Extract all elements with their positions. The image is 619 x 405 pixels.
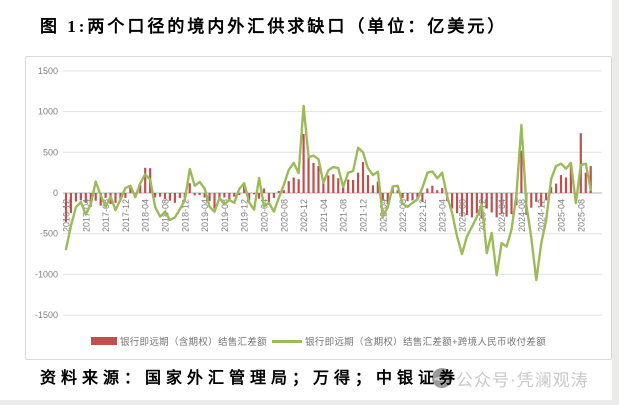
svg-text:2025-08: 2025-08 — [576, 199, 586, 232]
chart-title: 图 1:两个口径的境内外汇供求缺口（单位：亿美元） — [40, 17, 508, 36]
svg-text:500: 500 — [43, 147, 58, 157]
svg-text:2024-08: 2024-08 — [517, 199, 527, 232]
watermark: 公众号·凭澜观涛 — [432, 366, 589, 390]
svg-text:2024-04: 2024-04 — [497, 199, 507, 232]
svg-text:2021-12: 2021-12 — [359, 199, 369, 232]
svg-text:2020-08: 2020-08 — [279, 199, 289, 232]
svg-text:2018-12: 2018-12 — [180, 199, 190, 232]
svg-text:2023-08: 2023-08 — [458, 199, 468, 232]
svg-text:2019-04: 2019-04 — [200, 199, 210, 232]
svg-text:2016-12: 2016-12 — [62, 199, 72, 232]
chart-legend: 银行即远期（含期权）结售汇差额 银行即远期（含期权）结售汇差额+跨境人民币收付差… — [26, 333, 611, 349]
svg-text:0: 0 — [53, 188, 58, 198]
svg-text:2017-08: 2017-08 — [101, 199, 111, 232]
svg-text:1000: 1000 — [38, 107, 58, 117]
svg-text:-1000: -1000 — [35, 269, 58, 279]
svg-text:2019-12: 2019-12 — [240, 199, 250, 232]
svg-text:2024-12: 2024-12 — [537, 199, 547, 232]
svg-text:2021-04: 2021-04 — [319, 199, 329, 232]
line-series — [64, 104, 592, 282]
svg-text:2025-04: 2025-04 — [557, 199, 567, 232]
svg-text:2017-12: 2017-12 — [121, 199, 131, 232]
watermark-logo-icon — [432, 368, 452, 388]
legend-label-line-series: 银行即远期（含期权）结售汇差额+跨境人民币收付差额 — [304, 337, 547, 348]
svg-text:2022-12: 2022-12 — [418, 199, 428, 232]
svg-text:-500: -500 — [40, 229, 58, 239]
svg-text:-1500: -1500 — [35, 310, 58, 320]
svg-text:2023-04: 2023-04 — [438, 199, 448, 232]
svg-text:2018-04: 2018-04 — [141, 199, 151, 232]
svg-text:2020-04: 2020-04 — [260, 199, 270, 232]
svg-text:2019-08: 2019-08 — [220, 199, 230, 232]
legend-line-swatch-icon — [271, 339, 302, 343]
watermark-text: 公众号·凭澜观涛 — [456, 370, 589, 390]
svg-text:2020-12: 2020-12 — [299, 199, 309, 232]
svg-text:2022-08: 2022-08 — [398, 199, 408, 232]
svg-text:2021-08: 2021-08 — [339, 199, 349, 232]
legend-bar-swatch-icon — [90, 337, 117, 345]
page-background: 图 1:两个口径的境内外汇供求缺口（单位：亿美元） -1500 -1000 -500… — [0, 0, 612, 400]
legend-label-bar-series: 银行即远期（含期权）结售汇差额 — [119, 337, 267, 348]
svg-text:1500: 1500 — [38, 66, 58, 76]
svg-text:2018-08: 2018-08 — [161, 199, 171, 232]
chart-frame: -1500 -1000 -500 0 500 1000 1500 2016-12 2017-04… — [25, 56, 612, 360]
source-line: 资料来源：国家外汇管理局；万得；中银证券 — [40, 370, 461, 387]
